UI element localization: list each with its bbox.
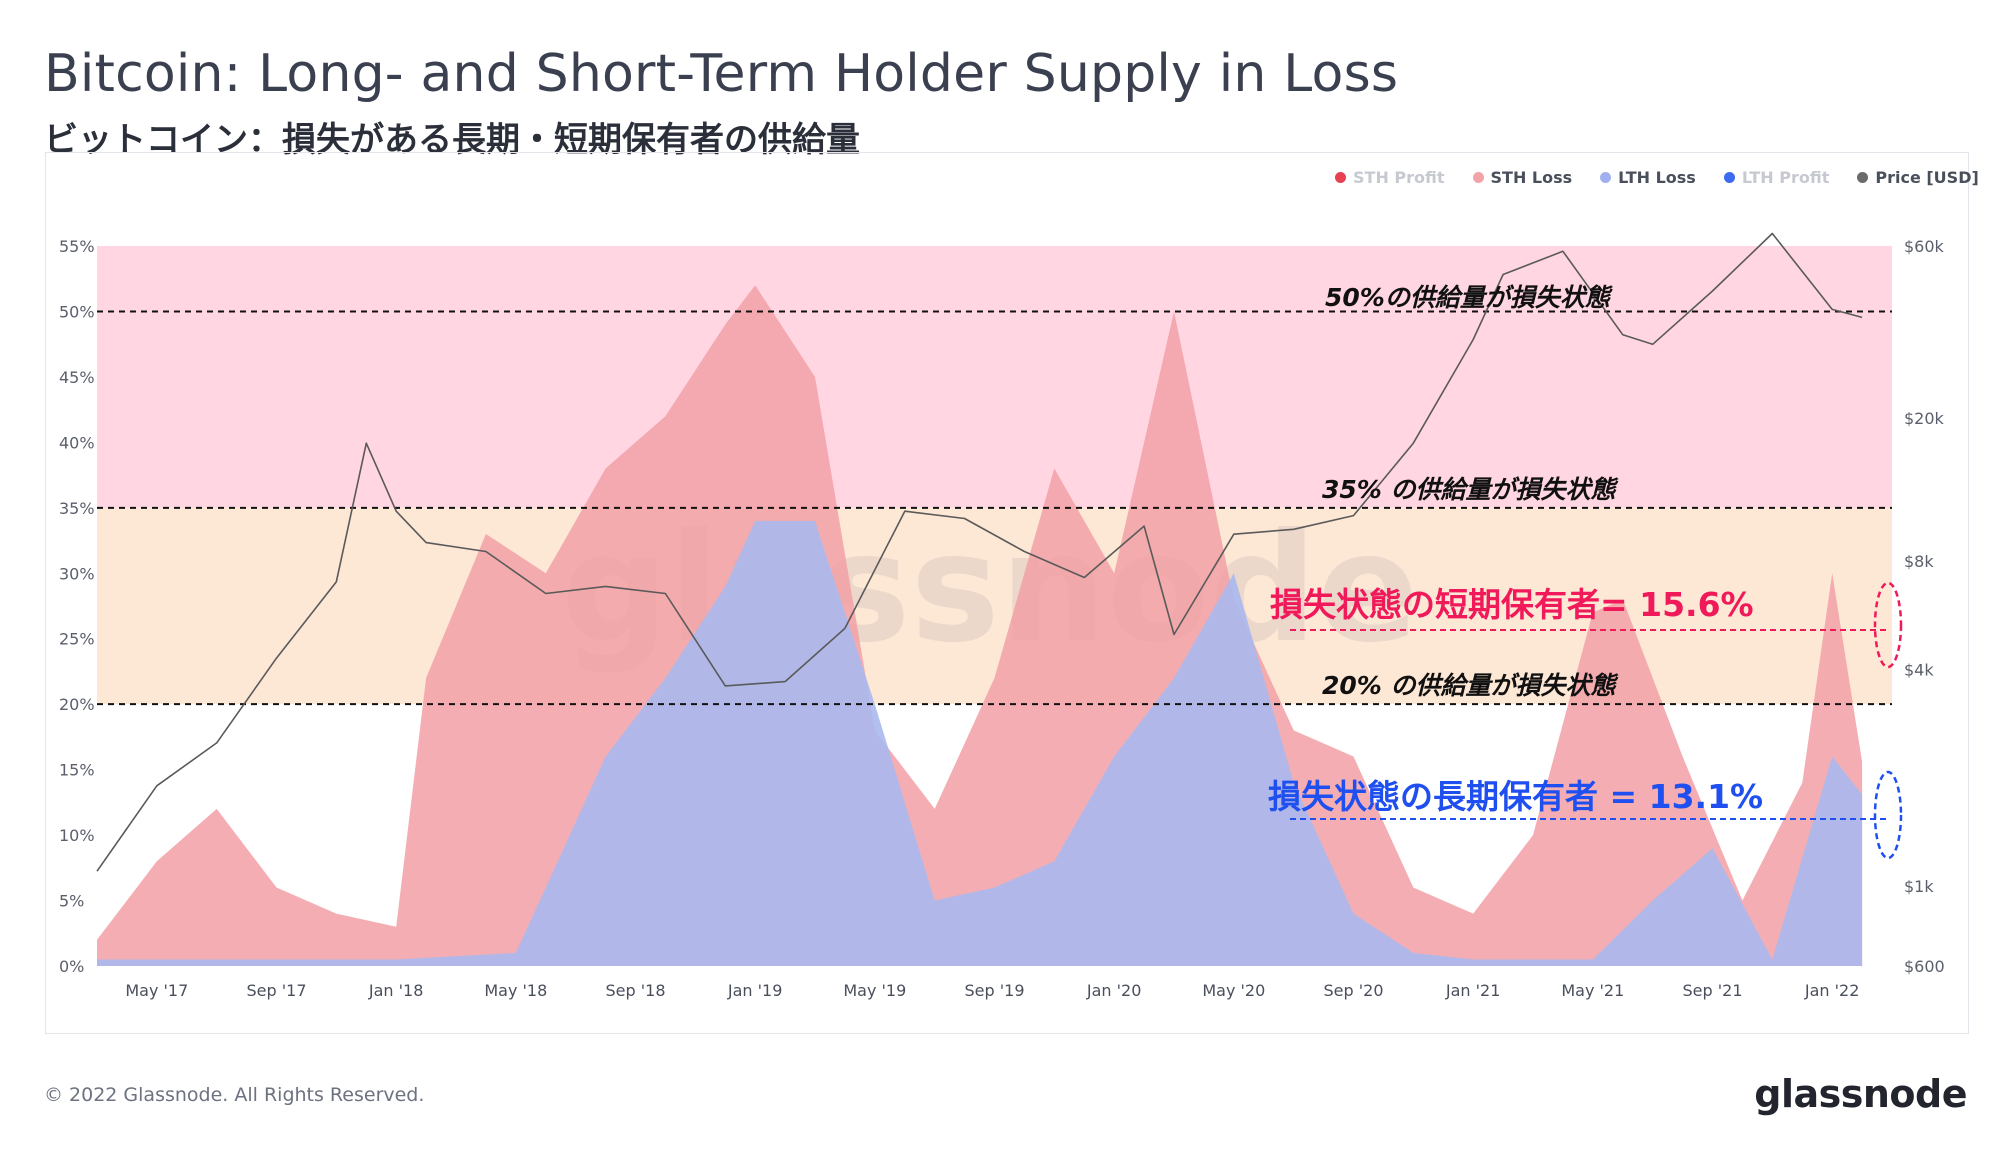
y-axis-right: $600 $1k $4k $8k $20k $60k [1904,237,1945,976]
x-tick-label: May '19 [843,981,906,1000]
y-right-tick-label: $1k [1904,877,1934,896]
y-tick-label: 30% [59,564,95,583]
y-tick-label: 20% [59,695,95,714]
x-tick-label: Sep '21 [1683,981,1743,1000]
x-tick-label: Jan '22 [1804,981,1860,1000]
price-series [96,232,1863,872]
x-tick-label: May '18 [484,981,547,1000]
x-tick-label: Jan '20 [1086,981,1142,1000]
x-tick-label: Sep '18 [606,981,666,1000]
y-right-tick-label: $20k [1904,409,1945,428]
y-tick-label: 45% [59,368,95,387]
legend-label: LTH Loss [1618,167,1696,187]
legend-item[interactable]: LTH Profit [1723,167,1830,187]
x-tick-label: May '17 [125,981,188,1000]
price-line [96,232,1863,872]
y-tick-label: 0% [59,957,84,976]
legend-dot-icon [1857,171,1869,183]
copyright-footer: © 2022 Glassnode. All Rights Reserved. [44,1084,425,1106]
x-tick-label: May '20 [1202,981,1265,1000]
legend-item[interactable]: STH Profit [1335,168,1445,187]
x-axis: May '17 Sep '17 Jan '18 May '18 Sep '18 Jan '… [125,981,1859,1000]
y-right-tick-label: $4k [1904,660,1934,679]
legend-label: STH Loss [1490,167,1573,187]
lth-highlight-ellipse [1873,770,1903,860]
y-tick-label: 40% [59,433,95,452]
legend-label: Price [USD] [1875,167,1979,187]
x-tick-label: Jan '21 [1445,981,1501,1000]
chart-subtitle: ビットコイン：損失がある長期・短期保有者の供給量 [44,120,860,160]
legend-item[interactable]: Price [USD] [1857,167,1979,187]
chart-frame [45,152,1969,1034]
y-right-tick-label: $60k [1904,237,1945,256]
x-tick-label: May '21 [1561,981,1624,1000]
legend-dot-icon [1472,171,1484,183]
lth-loss-area [97,520,1863,966]
legend-dot-icon [1723,171,1735,183]
annotation-sth-loss: 損失状態の短期保有者= 15.6% [1270,585,1754,624]
annotation-50pct: 50%の供給量が損失状態 [1325,283,1614,312]
brand-logo: glassnode [1754,1072,1967,1116]
y-tick-label: 55% [59,237,95,256]
x-tick-label: Jan '18 [368,981,424,1000]
sth-highlight-ellipse [1873,581,1903,669]
legend-dot-icon [1600,171,1612,183]
y-tick-label: 10% [59,826,95,845]
legend-item[interactable]: LTH Loss [1600,168,1696,187]
series-areas [97,285,1863,966]
legend-label: LTH Profit [1741,167,1830,187]
y-axis-left: 0% 5% 10% 15% 20% 25% 30% 35% 40% 45% 50% 55% [59,237,95,976]
chart-title: Bitcoin: Long- and Short-Term Holder Sup… [44,44,1399,104]
y-tick-label: 15% [59,761,95,780]
y-tick-label: 25% [59,630,95,649]
sth-loss-area [97,285,1863,966]
y-tick-label: 50% [59,302,95,321]
y-tick-label: 5% [59,892,84,911]
y-tick-label: 35% [59,499,95,518]
band-above-35 [97,246,1892,508]
x-tick-label: Sep '19 [965,981,1025,1000]
legend-item[interactable]: STH Loss [1472,167,1573,187]
reference-lines [97,310,1892,706]
annotation-lth-loss: 損失状態の長期保有者 = 13.1% [1268,777,1763,816]
annotation-35pct: 35% の供給量が損失状態 [1322,475,1620,504]
x-tick-label: Sep '20 [1324,981,1384,1000]
x-tick-label: Sep '17 [247,981,307,1000]
annotations: 50%の供給量が損失状態 35% の供給量が損失状態 20% の供給量が損失状態… [1268,283,1903,860]
legend-label: STH Profit [1353,167,1445,187]
y-right-tick-label: $8k [1904,552,1934,571]
legend-dot-icon [1335,171,1346,183]
y-right-tick-label: $600 [1904,957,1945,976]
x-tick-label: Jan '19 [727,981,783,1000]
chart-legend: STH Profit STH Loss LTH Loss LTH Profit Pric… [1335,166,1979,188]
annotation-20pct: 20% の供給量が損失状態 [1322,671,1620,700]
